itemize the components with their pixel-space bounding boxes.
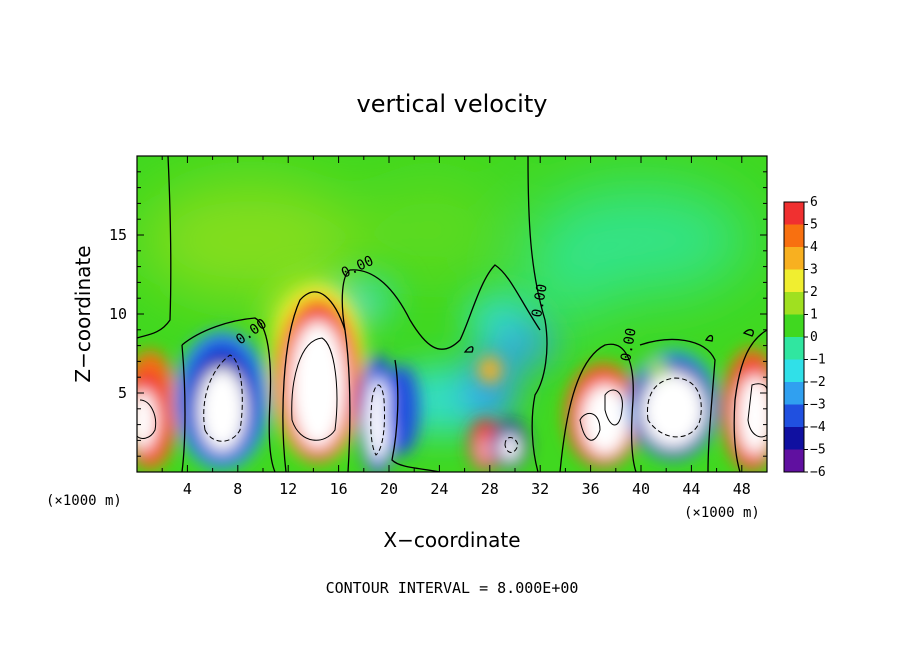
x-tick-label: 12 <box>279 480 297 498</box>
plot-area: 0.00 0.00 0.00 0.00 <box>137 156 767 472</box>
contour-line <box>137 156 172 339</box>
zero-contours <box>137 156 767 472</box>
x-tick-label: 4 <box>183 480 192 498</box>
downdraft-core <box>641 372 705 448</box>
contour-line <box>341 264 541 350</box>
colorbar-label: 0 <box>810 330 818 345</box>
colorbar-swatch <box>784 449 804 472</box>
colorbar-label: −2 <box>810 375 826 390</box>
contour-line <box>646 377 702 438</box>
contour-line <box>559 343 637 472</box>
x-unit-left: (×1000 m) <box>46 493 122 509</box>
contour-label: 0.00 <box>618 327 640 363</box>
contour-line <box>604 389 623 426</box>
low-level-cells <box>137 287 767 472</box>
colorbar-label: 3 <box>810 263 818 278</box>
colorbar-swatch <box>784 404 804 427</box>
colorbar-swatch <box>784 314 804 337</box>
contour-line <box>704 334 714 342</box>
colorbar-label: −3 <box>810 398 826 413</box>
downdraft-core <box>198 368 246 452</box>
downdraft-core <box>366 378 390 462</box>
contour-line <box>747 383 767 438</box>
colorbar-label: −5 <box>810 443 826 458</box>
x-tick-label: 48 <box>733 480 751 498</box>
upper-level-field <box>140 180 750 330</box>
contour-line <box>181 344 186 472</box>
contour-line <box>137 399 157 439</box>
updraft-cell <box>647 358 667 378</box>
contour-interval-footer: CONTOUR INTERVAL = 8.000E+00 <box>326 579 579 597</box>
colorbar-label: 4 <box>810 240 818 255</box>
colorbar-swatch <box>784 202 804 225</box>
updraft-cell <box>478 356 502 384</box>
contour-line <box>733 329 767 472</box>
updraft-core <box>290 321 346 449</box>
y-axis-label: Z−coordinate <box>71 245 95 382</box>
x-unit-right: (×1000 m) <box>684 505 760 521</box>
x-tick-label: 40 <box>632 480 650 498</box>
contour-line <box>203 354 243 442</box>
colorbar-label: −4 <box>810 420 826 435</box>
colorbar-label: 2 <box>810 285 818 300</box>
y-tick-label: 15 <box>109 226 127 244</box>
colorbar: 6 5 4 3 2 1 0 −1 −2 −3 −4 −5 −6 <box>783 195 826 480</box>
field-region <box>140 180 360 300</box>
colorbar-swatch <box>784 247 804 270</box>
x-tick-label: 16 <box>330 480 348 498</box>
contour-line <box>504 437 519 453</box>
x-tick-label: 8 <box>233 480 242 498</box>
x-tick-label: 44 <box>682 480 700 498</box>
x-axis-label: X−coordinate <box>383 528 520 552</box>
colorbar-swatch <box>784 382 804 405</box>
updraft-core <box>477 436 493 464</box>
y-tick-label: 10 <box>109 305 127 323</box>
colorbar-label: −6 <box>810 465 826 480</box>
field-region <box>465 350 515 430</box>
downdraft-cell <box>387 365 419 455</box>
field-region <box>360 180 500 280</box>
x-tick-label: 36 <box>582 480 600 498</box>
downdraft-core <box>500 434 520 462</box>
contour-line <box>527 156 548 472</box>
updraft-core <box>137 390 157 450</box>
colorbar-label: 5 <box>810 218 818 233</box>
y-tick-label: 5 <box>118 384 127 402</box>
colorbar-label: 6 <box>810 195 818 210</box>
contour-line <box>291 337 338 441</box>
colorbar-swatch <box>784 224 804 247</box>
colorbar-swatch <box>784 269 804 292</box>
colorbar-swatch <box>784 337 804 360</box>
contour-line <box>181 317 276 472</box>
chart-title: vertical velocity <box>357 90 548 118</box>
x-axis: 4 8 12 16 20 24 28 32 36 40 44 48 <box>161 156 751 498</box>
field-region <box>510 250 610 330</box>
contour-line <box>282 291 351 472</box>
updraft-core <box>581 384 629 456</box>
contour-line <box>742 329 754 337</box>
x-tick-label: 32 <box>531 480 549 498</box>
contour-line <box>639 338 716 472</box>
colorbar-label: 1 <box>810 308 818 323</box>
contour-label: 0.00 <box>529 283 551 319</box>
strong-contours <box>137 337 767 456</box>
y-axis: 5 10 15 <box>109 171 767 457</box>
colorbar-swatch <box>784 292 804 315</box>
updraft-core <box>737 375 767 455</box>
contour-line <box>391 359 441 472</box>
contour-line <box>579 412 601 441</box>
x-tick-label: 24 <box>430 480 448 498</box>
colorbar-swatch <box>784 359 804 382</box>
colorbar-swatch <box>784 427 804 450</box>
field-region <box>495 320 555 370</box>
colorbar-label: −1 <box>810 353 826 368</box>
contour-line <box>463 346 474 353</box>
x-tick-label: 20 <box>380 480 398 498</box>
x-tick-label: 28 <box>481 480 499 498</box>
contour-line <box>370 384 385 456</box>
